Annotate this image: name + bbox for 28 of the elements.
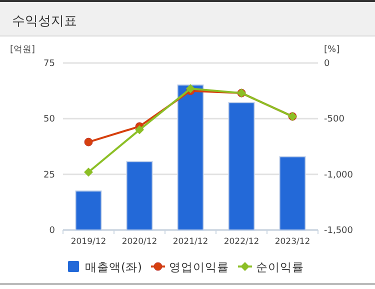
y2-axis-title: [%] <box>324 45 340 55</box>
y-tick-label: 0 <box>49 226 56 236</box>
bar <box>228 102 255 230</box>
y2-tick-label: -1,000 <box>324 170 354 180</box>
chart-title: 수익성지표 <box>12 14 77 29</box>
point <box>186 84 195 94</box>
x-tick-label: 2021/12 <box>172 237 208 247</box>
y-tick-label: 50 <box>44 114 56 125</box>
bar <box>126 161 153 230</box>
y2-tick-label: -500 <box>324 114 345 125</box>
y-axis-title: [억원] <box>10 45 36 55</box>
x-tick-label: 2019/12 <box>70 237 106 247</box>
x-tick-label: 2022/12 <box>224 237 260 247</box>
legend-label: 매출액(좌) <box>85 260 142 274</box>
bar <box>177 84 204 230</box>
point <box>84 138 93 146</box>
legend-label: 영업이익률 <box>168 260 229 274</box>
legend-label: 순이익률 <box>256 260 304 274</box>
y-tick-label: 75 <box>44 59 55 69</box>
bar <box>279 156 306 230</box>
x-tick-label: 2023/12 <box>274 237 310 247</box>
x-tick-label: 2020/12 <box>122 237 158 247</box>
point <box>84 168 93 177</box>
point <box>135 125 144 134</box>
bar <box>75 190 102 230</box>
y2-tick-label: -1,500 <box>324 226 354 236</box>
y2-tick-label: 0 <box>324 59 330 69</box>
y-tick-label: 25 <box>44 170 55 180</box>
